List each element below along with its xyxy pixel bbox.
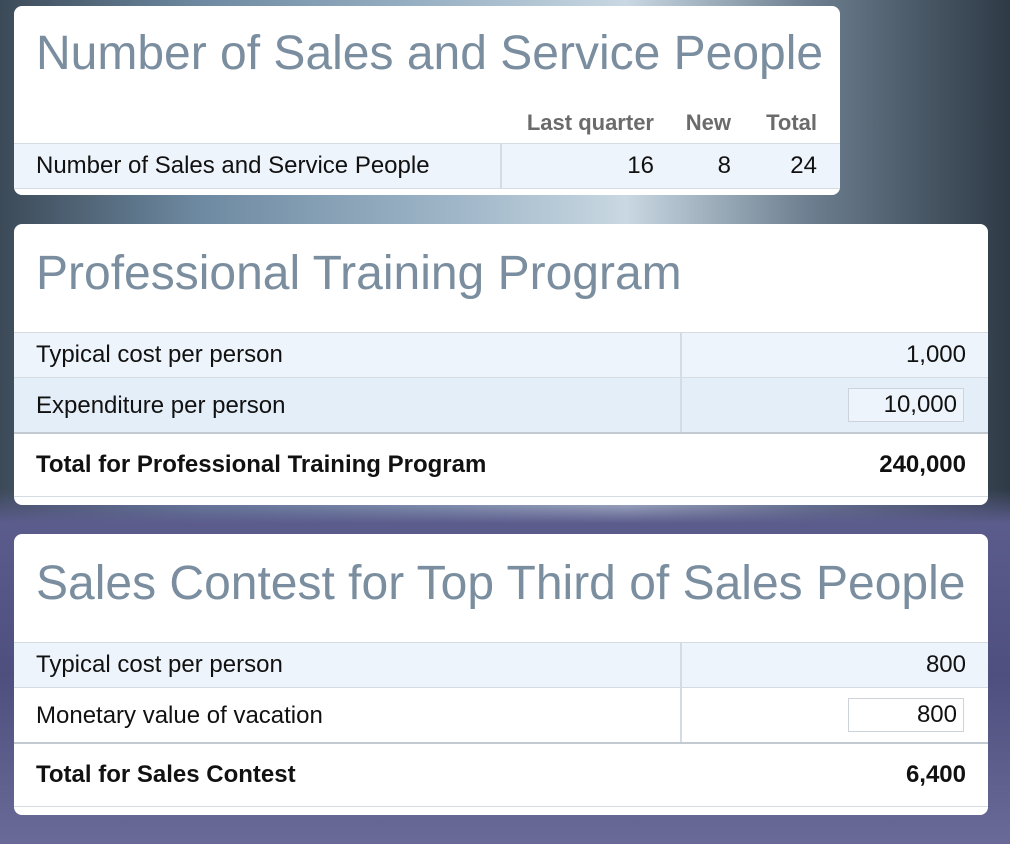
input-field[interactable]: 10,000: [848, 388, 964, 422]
row-label: Number of Sales and Service People: [36, 152, 430, 179]
table-row: Number of Sales and Service People 16 8 …: [14, 143, 840, 189]
divider: [680, 333, 682, 377]
row-label: Typical cost per person: [36, 341, 283, 368]
cell: 24: [790, 152, 817, 179]
column-header: New: [685, 110, 731, 135]
total-row: Total for Sales Contest 6,400: [14, 742, 988, 807]
table-row: Typical cost per person 800: [14, 642, 988, 687]
table-row: Monetary value of vacation 800: [14, 687, 988, 743]
cell: 16: [627, 152, 654, 179]
table-row: Expenditure per person 10,000: [14, 377, 988, 433]
panel: Sales Contest for Top Third of Sales Peo…: [14, 534, 988, 815]
divider: [500, 144, 502, 188]
total-label: Total for Sales Contest: [36, 761, 296, 788]
panel: Professional Training Program Typical co…: [14, 224, 988, 505]
row-label: Typical cost per person: [36, 651, 283, 678]
total-row: Total for Professional Training Program …: [14, 432, 988, 497]
divider: [680, 378, 682, 433]
divider: [680, 688, 682, 743]
cell: 8: [717, 152, 731, 179]
row-label: Monetary value of vacation: [36, 701, 323, 729]
total-value: 240,000: [879, 451, 966, 478]
total-value: 6,400: [905, 761, 966, 788]
input-field[interactable]: 800: [848, 698, 964, 732]
column-header: Last quarter: [526, 110, 654, 135]
panel-title: Number of Sales and Service People: [36, 27, 824, 80]
total-label: Total for Professional Training Program: [36, 451, 487, 478]
cell: 800: [925, 651, 966, 678]
cell: 1,000: [905, 341, 966, 368]
input-value[interactable]: 800: [916, 701, 957, 728]
input-value[interactable]: 10,000: [883, 391, 957, 418]
panel: Number of Sales and Service People Last …: [14, 6, 840, 195]
divider: [680, 643, 682, 687]
panel-title: Professional Training Program: [36, 247, 682, 300]
table-row: Typical cost per person 1,000: [14, 332, 988, 377]
row-label: Expenditure per person: [36, 391, 286, 419]
panel-title: Sales Contest for Top Third of Sales Peo…: [36, 557, 966, 610]
column-header: Total: [766, 110, 817, 135]
